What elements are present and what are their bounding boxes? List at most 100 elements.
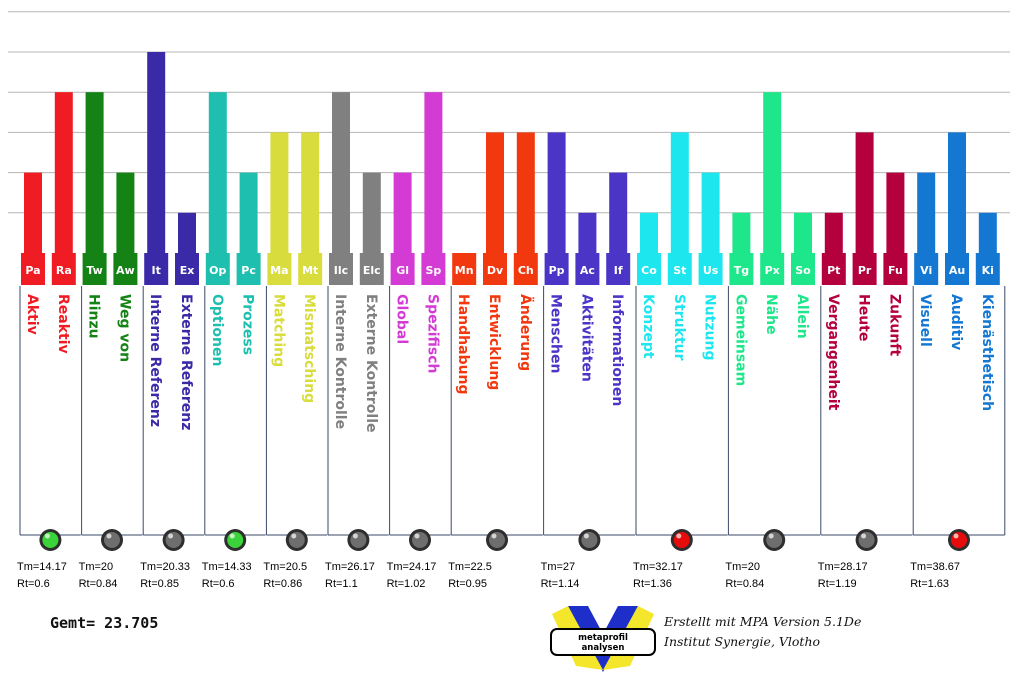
tile-so (791, 253, 815, 285)
metaprofil-logo: metaprofil analysen (550, 606, 656, 672)
group-rt: Rt=1.36 (633, 578, 672, 590)
bar-ch (516, 132, 535, 253)
gray-lamp-glare (291, 533, 297, 539)
abbr-ex: Ex (180, 264, 195, 277)
category-label-ki: Kienästhetisch (979, 294, 995, 411)
abbr-elc: Elc (363, 264, 381, 277)
abbr-pp: Pp (549, 264, 565, 277)
abbr-so: So (795, 264, 811, 277)
tile-op (205, 253, 230, 285)
category-label-px: Nähe (763, 294, 779, 335)
gray-lamp-glare (861, 533, 867, 539)
bar-op (208, 92, 227, 253)
abbr-vi: Vi (920, 264, 932, 277)
category-label-pp: Menschen (548, 294, 564, 373)
bar-pp (547, 132, 566, 253)
category-label-vi: Visuell (917, 294, 933, 347)
bar-ra (54, 92, 73, 253)
tile-tw (82, 253, 107, 285)
category-label-elc: Externe Kontrolle (363, 294, 379, 433)
bar-us (701, 172, 720, 253)
bar-dv (486, 132, 504, 253)
gray-lamp (858, 532, 875, 548)
gray-lamp-glare (352, 533, 358, 539)
category-label-if: Informationen (609, 294, 625, 406)
credit-block: Erstellt mit MPA Version 5.1De Institut … (664, 612, 861, 652)
group-tm: Tm=20 (79, 561, 114, 573)
abbr-pa: Pa (25, 264, 40, 277)
gray-lamp (350, 532, 367, 548)
category-label-tw: Hinzu (86, 294, 102, 339)
bar-vi (917, 172, 936, 253)
abbr-op: Op (209, 264, 226, 277)
category-label-ma: Matching (270, 294, 286, 367)
category-label-ac: Aktivitäten (578, 294, 594, 382)
category-label-it: Interne Referenz (147, 294, 163, 427)
tile-elc (359, 253, 384, 285)
tile-it (144, 253, 169, 285)
category-label-aw: Weg von (116, 294, 132, 362)
category-label-gl: Global (394, 294, 410, 344)
bar-pr (855, 132, 874, 253)
abbr-ch: Ch (518, 264, 534, 277)
category-label-sp: Spezifisch (424, 294, 440, 374)
bar-pt (824, 212, 843, 253)
group-tm: Tm=22.5 (448, 561, 492, 573)
bar-ma (270, 132, 289, 253)
tile-pt (821, 253, 846, 285)
gray-lamp-glare (491, 533, 497, 539)
gray-lamp (412, 532, 428, 548)
group-rt: Rt=1.19 (818, 578, 857, 590)
bar-so (794, 212, 812, 253)
bar-tw (85, 92, 104, 253)
gray-lamp (766, 532, 783, 548)
tile-pa (21, 253, 45, 285)
group-rt: Rt=0.86 (263, 578, 302, 590)
abbr-aw: Aw (116, 264, 135, 277)
category-label-ch: Änderung (517, 294, 534, 371)
group-tm: Tm=38.67 (910, 561, 960, 573)
bar-pc (239, 172, 258, 253)
red-lamp (951, 532, 967, 548)
tile-ilc (329, 253, 353, 285)
group-tm: Tm=20.33 (140, 561, 190, 573)
gray-lamp-glare (583, 533, 589, 539)
group-rt: Rt=0.84 (79, 578, 118, 590)
tile-fu (883, 253, 908, 285)
group-tm: Tm=14.17 (17, 561, 67, 573)
tile-pp (544, 253, 569, 285)
bar-ex (178, 212, 196, 253)
abbr-co: Co (641, 264, 657, 277)
abbr-st: St (673, 264, 686, 277)
category-label-ilc: Interne Kontrolle (332, 294, 348, 429)
category-label-ra: Reaktiv (55, 294, 71, 354)
bar-mt (301, 132, 320, 253)
category-label-dv: Entwicklung (486, 294, 502, 390)
group-tm: Tm=24.17 (387, 561, 437, 573)
logo-text-1: metaprofil (578, 633, 628, 643)
category-label-us: Nutzung (702, 294, 718, 360)
abbr-pr: Pr (858, 264, 872, 277)
gray-lamp-glare (414, 533, 420, 539)
red-lamp (673, 532, 690, 548)
green-lamp (42, 532, 59, 548)
bar-fu (886, 172, 905, 253)
tile-st (667, 253, 692, 285)
tile-aw (113, 253, 138, 285)
tile-ra (51, 253, 76, 285)
tile-vi (914, 253, 939, 285)
abbr-tw: Tw (86, 264, 102, 277)
category-label-au: Auditiv (948, 294, 964, 350)
abbr-mt: Mt (302, 264, 318, 277)
tile-ch (513, 253, 538, 285)
abbr-us: Us (703, 264, 719, 277)
bar-pa (24, 172, 42, 253)
gray-lamp (104, 532, 120, 548)
abbr-dv: Dv (487, 264, 504, 277)
group-rt: Rt=1.63 (910, 578, 949, 590)
gemt-value: Gemt= 23.705 (50, 614, 159, 632)
tile-pr (852, 253, 877, 285)
gray-lamp (165, 532, 182, 548)
gray-lamp-glare (168, 533, 174, 539)
gray-lamp (489, 532, 505, 548)
